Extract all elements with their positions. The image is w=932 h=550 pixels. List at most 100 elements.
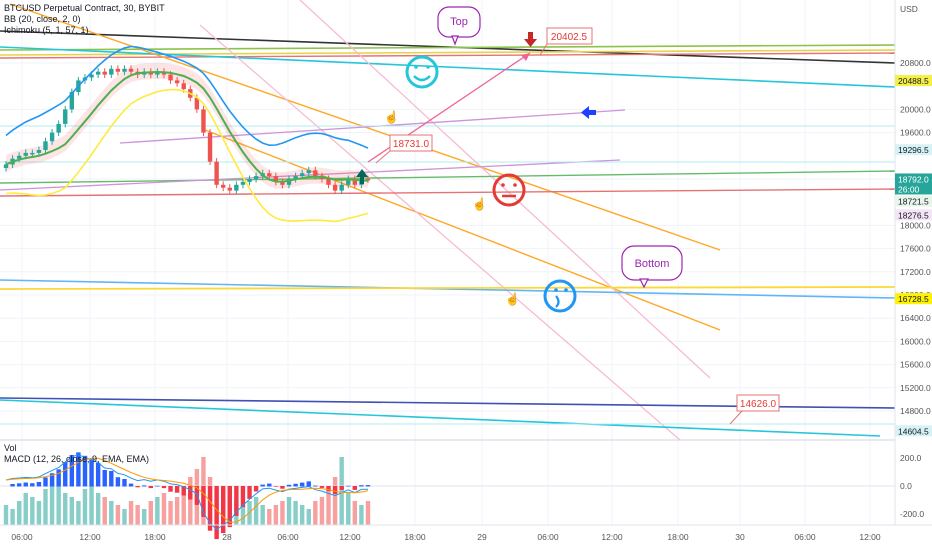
price-tag [895,209,932,221]
volume-bar [313,501,318,525]
price-tick-label: 17600.0 [900,244,931,254]
macd-histogram-bar [214,486,219,540]
volume-bar [174,497,180,525]
bollinger-lower-line [5,88,369,223]
volume-bar [109,501,114,525]
candle-body [299,173,305,177]
volume-bar [142,509,147,525]
volume-bar [23,493,28,525]
candle-body [115,68,121,72]
time-tick-label: 06:00 [277,532,299,542]
candle-body [339,184,344,191]
callout-18731[interactable] [389,134,433,152]
macd-histogram-bar [16,483,22,487]
cyan-trend-line-lower[interactable] [0,399,881,437]
macd-histogram-bar [122,479,127,487]
macd-tick-label: 200.0 [900,453,922,463]
volume-bar [69,497,75,525]
candle-body [240,181,246,185]
macd-legend[interactable]: MACD (12, 26, close, 9, EMA, EMA) [4,454,150,464]
vol-legend[interactable]: Vol [4,443,17,453]
macd-histogram-bar [273,486,279,487]
macd-pane [0,452,895,540]
volume-bar [181,489,186,525]
candle-body [365,179,371,181]
pink-channel-line-2[interactable] [199,24,681,441]
volume-bar [135,505,140,525]
green-horizontal-line[interactable] [0,44,896,51]
macd-histogram-bar [339,486,344,490]
candle-body [194,97,200,110]
price-tick-label: 19600.0 [900,128,931,138]
macd-histogram-bar [247,486,252,499]
volume-bar [148,501,153,525]
macd-histogram-bar [56,469,61,487]
macd-histogram-bar [69,455,75,487]
yellow-level-line[interactable] [0,286,896,290]
ichimoku-legend[interactable]: Ichimoku (5, 1, 57, 1) [4,25,89,35]
symbol-title[interactable]: BTCUSD Perpetual Contract, 30, BYBIT [4,3,165,13]
price-tag-label: 18276.5 [898,210,929,220]
volume-bar [122,509,127,525]
volume-bar [339,457,344,525]
callout-14626[interactable] [736,394,780,412]
candle-body [128,68,134,72]
candle-body [122,68,127,72]
callout-20402[interactable] [546,27,593,45]
candle-body [267,173,272,177]
volume-bar [260,505,265,525]
macd-histogram-bar [148,486,153,489]
macd-histogram-bar [135,486,140,488]
candle-body [214,161,219,185]
volume-bar [332,477,338,525]
macd-histogram-bar [95,462,101,487]
candle-body [95,71,101,75]
price-tag [895,293,932,305]
red-support-line[interactable] [0,188,896,197]
pink-channel-line-1[interactable] [299,0,711,379]
volume-bar [95,493,101,525]
candle-body [43,141,48,150]
time-tick-label: 06:00 [537,532,559,542]
hand-pointer-icon: ☝ [505,291,520,306]
candle-body [313,170,318,177]
cyan-trend-line-upper[interactable] [0,46,896,88]
price-tag-label: 14604.5 [898,426,929,436]
candle-body [155,71,160,75]
time-tick-label: 30 [735,532,745,542]
blue-horizontal-line[interactable] [0,279,896,299]
top-balloon[interactable] [437,6,481,38]
green-trend-line[interactable] [0,170,896,184]
bottom-balloon[interactable] [621,245,683,281]
macd-histogram-bar [43,477,48,487]
price-tick-label: 18000.0 [900,220,931,230]
macd-histogram-bar [102,470,107,487]
candlesticks [3,65,371,195]
candle-body [102,71,107,75]
macd-histogram-bar [181,486,186,496]
candle-body [207,132,213,162]
red-horizontal-line[interactable] [0,52,896,59]
macd-histogram-bar [115,477,121,487]
candle-body [69,92,75,110]
bb-legend[interactable]: BB (20, close, 2, 0) [4,14,81,24]
time-tick-label: 06:00 [11,532,33,542]
volume-bar [188,477,193,525]
purple-trend-line-low[interactable] [0,159,621,191]
orange-channel-bottom[interactable] [204,129,721,331]
price-tick-label: 16000.0 [900,336,931,346]
bottom-label: Bottom [635,258,670,270]
candle-body [346,179,351,185]
price-tag-label: 18721.5 [898,197,929,207]
candle-body [63,109,68,124]
candle-body [36,150,42,153]
volume-bar [280,501,285,525]
volume-bar [16,501,22,525]
volume-bar [286,497,292,525]
candle-body [234,184,239,191]
arrow-left-icon [581,106,596,119]
macd-histogram-bar [326,486,331,492]
candle-body [56,123,61,133]
